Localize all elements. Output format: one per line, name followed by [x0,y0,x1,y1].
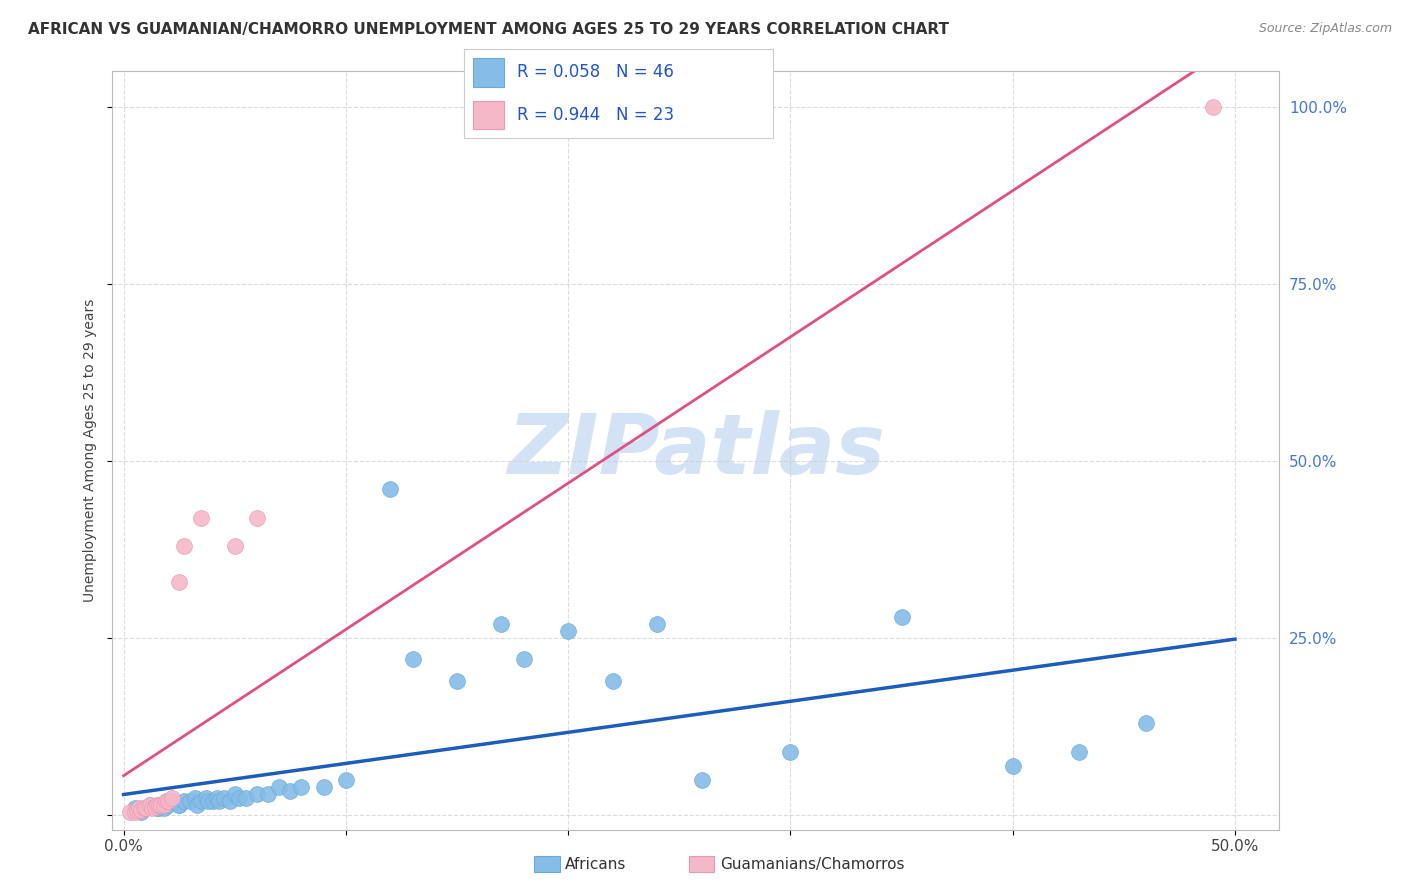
Point [157,797,180,812]
Point [128,801,150,815]
Point [194,790,217,805]
Point [205,790,228,805]
Point [152,801,174,815]
Point [141,801,163,815]
Point [155,794,177,808]
Point [512,652,534,666]
Point [224,539,246,553]
Point [212,790,235,805]
Point [491,617,513,632]
Point [290,780,312,794]
Point [167,574,190,589]
Point [890,610,912,624]
Point [278,783,301,797]
Point [1001,759,1024,773]
Point [1069,745,1091,759]
Point [190,510,212,524]
Bar [474,58,505,87]
Point [131,805,153,819]
Point [152,797,174,812]
Text: Africans: Africans [565,857,627,871]
Point [124,801,146,815]
Point [235,790,257,805]
Point [173,539,195,553]
Text: Source: ZipAtlas.com: Source: ZipAtlas.com [1258,22,1392,36]
Point [148,801,170,815]
Point [186,797,208,812]
Point [602,673,624,688]
Point [197,794,219,808]
Point [246,510,269,524]
Point [257,787,280,801]
Point [120,805,142,819]
Point [190,794,212,808]
Point [269,780,291,794]
Text: R = 0.944   N = 23: R = 0.944 N = 23 [516,106,673,124]
Point [201,794,224,808]
Point [139,797,162,812]
Point [162,790,184,805]
Point [132,801,155,815]
Point [401,652,423,666]
Point [150,797,173,812]
Point [124,805,146,819]
Point [446,673,468,688]
Point [557,624,579,639]
Point [1202,100,1225,114]
Point [380,483,402,497]
Text: ZIPatlas: ZIPatlas [508,410,884,491]
Point [779,745,801,759]
Point [1135,716,1157,731]
Bar [474,101,505,129]
Text: AFRICAN VS GUAMANIAN/CHAMORRO UNEMPLOYMENT AMONG AGES 25 TO 29 YEARS CORRELATION: AFRICAN VS GUAMANIAN/CHAMORRO UNEMPLOYME… [28,22,949,37]
Point [312,780,335,794]
Point [162,794,184,808]
Point [690,772,713,787]
Point [179,794,201,808]
Point [224,787,246,801]
Point [246,787,269,801]
Text: R = 0.058   N = 46: R = 0.058 N = 46 [516,63,673,81]
Point [645,617,668,632]
Point [135,801,157,815]
Point [167,797,190,812]
Point [167,797,190,812]
Point [139,797,162,812]
Point [146,801,169,815]
Point [125,803,148,817]
Y-axis label: Unemployment Among Ages 25 to 29 years: Unemployment Among Ages 25 to 29 years [83,299,97,602]
Point [173,794,195,808]
Point [219,794,242,808]
Point [335,772,357,787]
Point [228,790,250,805]
Text: Guamanians/Chamorros: Guamanians/Chamorros [720,857,904,871]
Point [148,797,170,812]
Point [143,800,166,814]
Point [157,794,180,808]
Point [208,794,231,808]
Point [131,803,153,817]
Point [183,790,205,805]
Point [146,797,169,812]
